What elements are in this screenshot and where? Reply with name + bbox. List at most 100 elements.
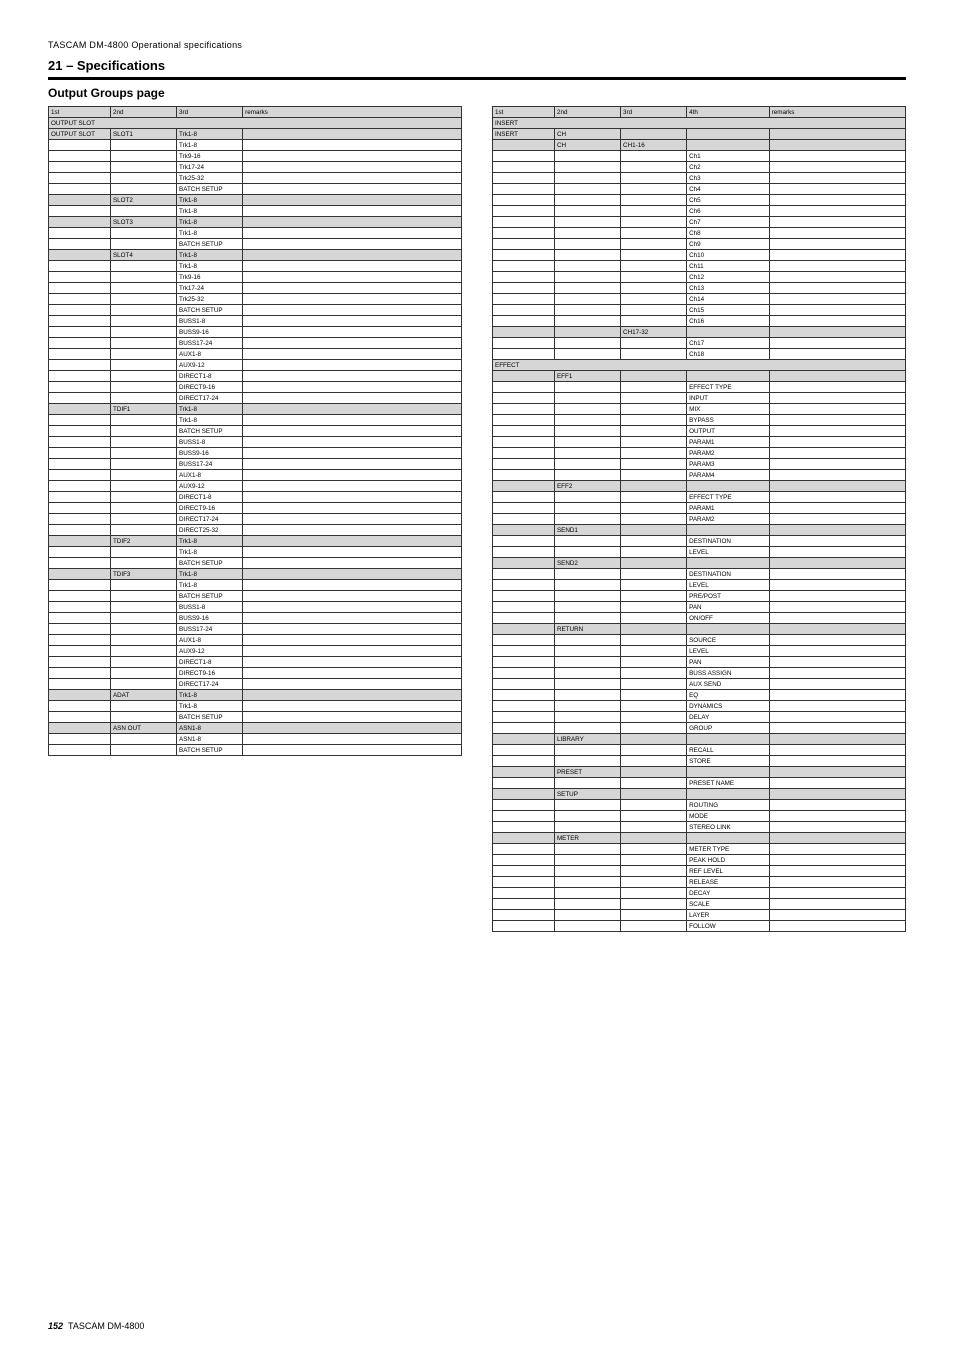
cell: [554, 899, 620, 910]
table-row: CHCH1-16: [493, 140, 906, 151]
cell: Trk1-8: [177, 217, 243, 228]
cell: [243, 745, 462, 756]
cell: [49, 250, 111, 261]
cell: [769, 602, 905, 613]
cell: [621, 426, 687, 437]
cell: [769, 910, 905, 921]
cell: [110, 503, 176, 514]
cell: [769, 701, 905, 712]
cell: [769, 129, 905, 140]
cell: [49, 382, 111, 393]
cell: Trk1-8: [177, 547, 243, 558]
table-row: Trk1-8: [49, 206, 462, 217]
cell: BYPASS: [687, 415, 770, 426]
cell: [621, 910, 687, 921]
cell: Trk1-8: [177, 228, 243, 239]
table-row: BATCH SETUP: [49, 745, 462, 756]
cell: AUX1-8: [177, 349, 243, 360]
cell: [493, 789, 555, 800]
cell: DELAY: [687, 712, 770, 723]
cell: [554, 470, 620, 481]
table-row: DIRECT17-24: [49, 514, 462, 525]
cell: Ch11: [687, 261, 770, 272]
table-row: PEAK HOLD: [493, 855, 906, 866]
cell: [493, 624, 555, 635]
table-row: DECAY: [493, 888, 906, 899]
table-row: STEREO LINK: [493, 822, 906, 833]
cell: [769, 624, 905, 635]
cell: EQ: [687, 690, 770, 701]
cell: SEND2: [554, 558, 620, 569]
table-row: Trk17-24: [49, 162, 462, 173]
cell: [110, 481, 176, 492]
cell: [49, 228, 111, 239]
cell: [769, 899, 905, 910]
cell: PARAM4: [687, 470, 770, 481]
cell: BUSS17-24: [177, 624, 243, 635]
cell: BUSS17-24: [177, 338, 243, 349]
cell: [769, 514, 905, 525]
cell: SLOT1: [110, 129, 176, 140]
cell: [49, 217, 111, 228]
cell: [769, 338, 905, 349]
cell: [769, 382, 905, 393]
cell: [243, 206, 462, 217]
cell: [493, 448, 555, 459]
cell: [110, 228, 176, 239]
table-row: ASN1-8: [49, 734, 462, 745]
cell: [493, 668, 555, 679]
cell: [769, 547, 905, 558]
cell: [49, 536, 111, 547]
cell: [493, 536, 555, 547]
cell: [554, 448, 620, 459]
table-row: Ch9: [493, 239, 906, 250]
cell: DECAY: [687, 888, 770, 899]
table-row: Ch11: [493, 261, 906, 272]
table-row: DELAY: [493, 712, 906, 723]
cell: Trk1-8: [177, 580, 243, 591]
cell: [493, 272, 555, 283]
cell: [769, 294, 905, 305]
cell: DIRECT1-8: [177, 657, 243, 668]
cell: [493, 778, 555, 789]
table-row: Trk25-32: [49, 173, 462, 184]
cell: CH1-16: [621, 140, 687, 151]
cell: [493, 910, 555, 921]
cell: [621, 855, 687, 866]
cell: [243, 349, 462, 360]
output-groups-table: 1st 2nd 3rd remarks OUTPUT SLOTOUTPUT SL…: [48, 106, 462, 756]
group-header: OUTPUT SLOT: [49, 118, 462, 129]
table-row: DIRECT1-8: [49, 657, 462, 668]
cell: [493, 492, 555, 503]
cell: [493, 162, 555, 173]
cell: [769, 173, 905, 184]
table-row: EFFECT TYPE: [493, 492, 906, 503]
cell: [769, 140, 905, 151]
table-row: SLOT4Trk1-8: [49, 250, 462, 261]
table-row: DIRECT9-16: [49, 382, 462, 393]
cell: [769, 855, 905, 866]
cell: [621, 393, 687, 404]
cell: [769, 822, 905, 833]
cell: [621, 305, 687, 316]
cell: [621, 481, 687, 492]
cell: Ch4: [687, 184, 770, 195]
cell: [243, 305, 462, 316]
cell: MIX: [687, 404, 770, 415]
cell: [621, 283, 687, 294]
cell: [554, 514, 620, 525]
cell: [554, 657, 620, 668]
cell: Ch17: [687, 338, 770, 349]
cell: [621, 151, 687, 162]
table-row: LEVEL: [493, 580, 906, 591]
cell: [769, 646, 905, 657]
cell: [110, 305, 176, 316]
cell: [769, 162, 905, 173]
cell: [49, 503, 111, 514]
cell: [621, 437, 687, 448]
table-row: SLOT2Trk1-8: [49, 195, 462, 206]
cell: [493, 921, 555, 932]
cell: PAN: [687, 657, 770, 668]
cell: [243, 250, 462, 261]
cell: CH17-32: [621, 327, 687, 338]
